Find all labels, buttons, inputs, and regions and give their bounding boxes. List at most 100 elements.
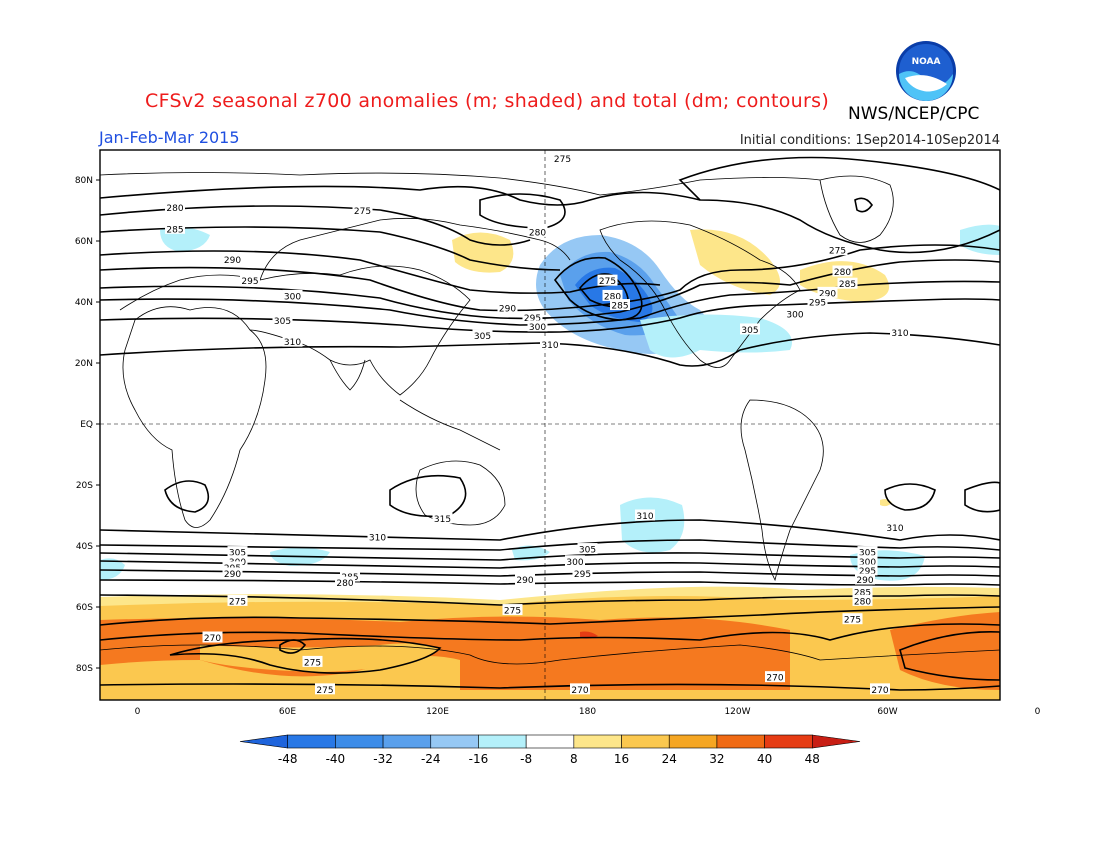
contour-label-bg <box>827 244 848 256</box>
contour-label-bg <box>565 555 585 567</box>
contour-label-bg <box>315 683 335 695</box>
contour-label: 285 <box>166 225 183 235</box>
contour-label-bg <box>852 585 873 597</box>
contour-label-bg <box>857 546 878 558</box>
colorbar: -48 -40 -32 -24 -16 -8 8 16 24 32 40 48 <box>239 734 861 766</box>
lon-tick-label: 60W <box>877 707 897 717</box>
contour-label: 275 <box>554 155 571 165</box>
anom-band-32 <box>100 616 790 690</box>
contour-label-bg <box>855 573 875 585</box>
anom-blue-greenland <box>960 224 1000 255</box>
contour-label-bg <box>602 289 623 301</box>
contour-label: 280 <box>834 268 851 278</box>
contour-label: 305 <box>579 546 596 556</box>
noaa-logo-text: NOAA <box>912 57 941 67</box>
contour-label: 290 <box>856 576 873 586</box>
contour-label-bg <box>432 512 453 524</box>
contour-label-bg <box>837 277 858 289</box>
contour-label-bg <box>165 222 185 234</box>
coastlines <box>100 172 1000 665</box>
contour-label: 280 <box>336 579 353 589</box>
contour-label-bg <box>552 152 573 164</box>
contour-label: 275 <box>829 247 846 257</box>
contour-label-bg <box>227 594 248 606</box>
anom-blue-w <box>100 558 125 580</box>
contour-label-bg <box>857 555 878 567</box>
contour-label-bg <box>272 314 293 326</box>
contour-label: 295 <box>524 314 541 324</box>
lon-tick-label: 180 <box>579 707 596 717</box>
contour-label: 300 <box>284 292 301 302</box>
anom-blue-subtropical <box>640 314 792 358</box>
contour-label-bg <box>635 509 655 521</box>
contour-label-bg <box>807 296 828 307</box>
anom-yellow-atlantic <box>690 229 780 295</box>
contour-label: 275 <box>229 597 246 607</box>
contour-label-bg <box>817 286 838 298</box>
anom-yellow-siberia <box>452 232 514 273</box>
lon-ticks: 0 60E 120E 180 120W 60W 0 <box>135 707 1041 717</box>
lon-tick-label: 0 <box>1035 707 1041 717</box>
contour-label-bg <box>367 530 388 542</box>
contour-label-bg <box>222 253 243 265</box>
colorbar-label: -40 <box>326 752 346 766</box>
colorbar-swatch <box>764 734 813 749</box>
contour-label-bg <box>857 564 878 576</box>
contour-label: 310 <box>284 338 301 348</box>
lon-tick-label: 60E <box>279 707 296 717</box>
colorbar-swatch <box>668 734 718 749</box>
contour-label-bg <box>570 683 590 695</box>
contour-label-bg <box>335 576 355 588</box>
contour-label: 295 <box>574 570 591 580</box>
lat-tick-label: 60S <box>76 603 93 613</box>
contour-label-bg <box>497 302 518 314</box>
contour-label: 280 <box>166 204 183 214</box>
contour-label-bg <box>302 655 323 667</box>
contour-label-bg <box>240 274 260 286</box>
contour-label: 305 <box>274 317 291 327</box>
contour-label-bg <box>472 329 493 341</box>
contour-label: 310 <box>891 329 908 339</box>
lat-tick-label: EQ <box>80 420 93 430</box>
contour-label-bg <box>282 289 303 301</box>
contour-label-bg <box>765 671 785 683</box>
contour-label: 300 <box>529 323 546 333</box>
contour-label-bg <box>515 573 535 585</box>
contour-label: 310 <box>369 533 386 543</box>
contour-label: 275 <box>504 607 521 617</box>
lon-tick-label: 0 <box>135 707 141 717</box>
contour-label: 305 <box>474 332 491 342</box>
contour-label-bg <box>870 683 890 695</box>
contour-label-bg <box>352 204 373 216</box>
contour-label: 285 <box>854 588 871 598</box>
colorbar-swatch <box>621 734 670 749</box>
colorbar-label: -24 <box>421 752 441 766</box>
contour-label: 315 <box>434 515 451 525</box>
colorbar-swatch <box>812 734 861 749</box>
contour-label: 275 <box>316 686 333 696</box>
lon-tick-label: 120W <box>724 707 750 717</box>
contour-label: 295 <box>809 299 826 309</box>
contour-label-bg <box>527 225 548 237</box>
contour-label-bg <box>852 594 873 606</box>
contour-label-bg <box>202 631 223 643</box>
lat-ticks: 80N 60N 40N 20N EQ 20S 40S 60S 80S <box>75 176 100 674</box>
contour-label: 280 <box>604 292 621 302</box>
colorbar-swatch <box>335 734 384 749</box>
contour-label-bg <box>227 546 248 558</box>
contour-label-bg <box>842 613 863 625</box>
agency-label: NWS/NCEP/CPC <box>848 104 980 124</box>
initial-conditions-label: Initial conditions: 1Sep2014-10Sep2014 <box>739 133 1000 148</box>
contour-label: 295 <box>241 277 258 287</box>
contour-label: 270 <box>766 674 783 684</box>
contour-label: 310 <box>886 524 903 534</box>
colorbar-label: -8 <box>520 752 532 766</box>
contour-label-bg <box>832 265 853 277</box>
contour-label: 305 <box>229 549 246 559</box>
lat-tick-label: 40N <box>75 298 93 308</box>
contour-label: 290 <box>224 570 241 580</box>
contour-label-bg <box>227 555 248 567</box>
contour-label-bg <box>502 604 523 616</box>
colorbar-label: -16 <box>469 752 489 766</box>
